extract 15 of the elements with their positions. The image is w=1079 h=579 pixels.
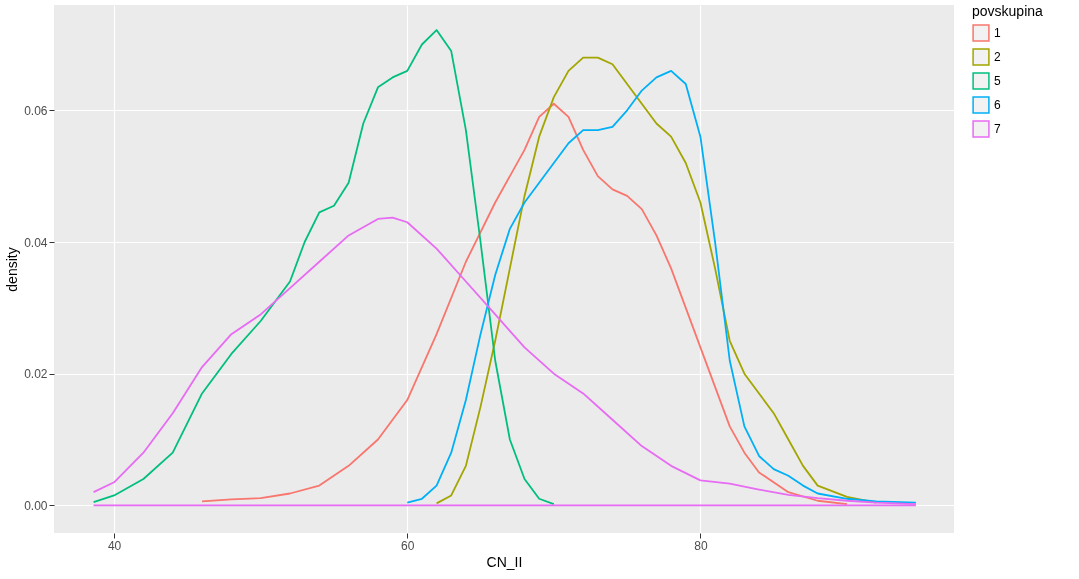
legend-label: 2 [994, 50, 1001, 64]
legend-label: 6 [994, 98, 1001, 112]
x-tick-label: 40 [107, 538, 122, 553]
x-tick-label: 80 [694, 538, 708, 553]
y-tick-label: 0.06 [24, 103, 48, 118]
legend-title: povskupina [972, 3, 1044, 19]
x-tick-label: 60 [401, 538, 415, 553]
y-tick-label: 0.00 [24, 498, 48, 513]
y-tick-label: 0.02 [24, 367, 48, 382]
legend-label: 5 [994, 74, 1001, 88]
y-tick-label: 0.04 [24, 235, 48, 250]
x-axis-title: CN_II [486, 553, 523, 570]
legend-label: 7 [994, 122, 1001, 136]
y-axis-title: density [4, 247, 21, 292]
legend-label: 1 [994, 26, 1001, 40]
